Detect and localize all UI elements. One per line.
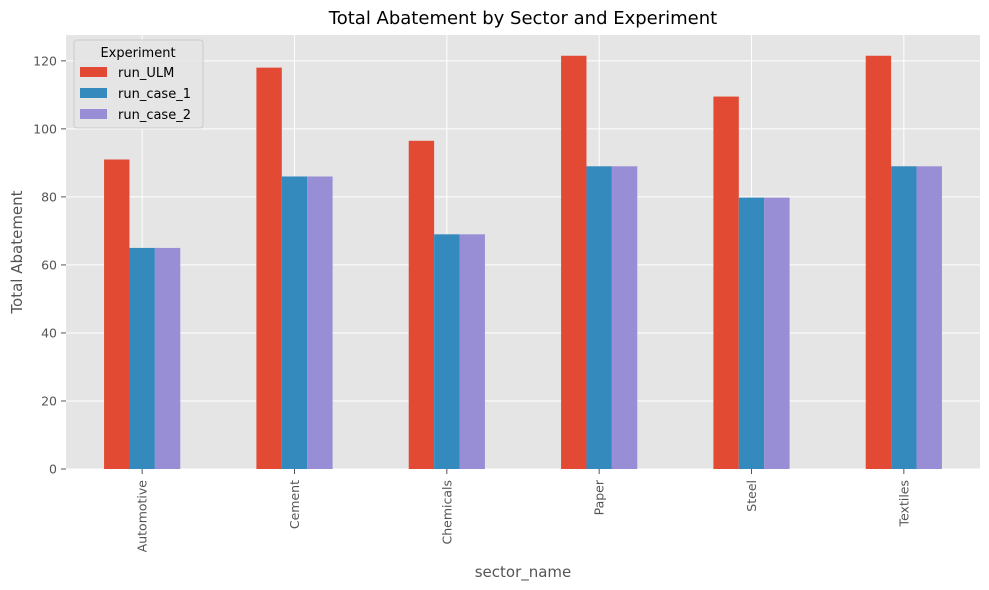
bar-run-case-1-chemicals (434, 234, 460, 469)
legend-swatch-run-case-1 (80, 88, 107, 98)
y-axis-label: Total Abatement (8, 190, 26, 314)
legend-label-run-case-1: run_case_1 (118, 87, 191, 102)
plot-area (66, 35, 980, 469)
legend-title: Experiment (100, 46, 175, 61)
x-tick-label: Chemicals (439, 480, 454, 545)
bar-run-case-2-textiles (916, 166, 942, 470)
legend-swatch-run-case-2 (80, 109, 107, 119)
y-tick-label: 60 (41, 257, 57, 272)
legend-box (73, 39, 204, 129)
bar-run-case-2-automotive (154, 247, 181, 469)
x-tick-label: Paper (592, 479, 607, 515)
y-tick-label: 120 (33, 53, 57, 68)
y-tick-label: 40 (41, 325, 57, 340)
bar-run-case-2-steel (764, 197, 790, 469)
bars (104, 55, 942, 470)
x-tick-label: Textiles (896, 480, 911, 527)
y-tick-label: 20 (41, 393, 57, 408)
bar-run-ULM-paper (561, 55, 587, 469)
legend-swatch-run-ulm (80, 67, 107, 77)
axis-ticks: 0 20 40 60 80 100 120 Automotive Cement Chemicals… (33, 53, 911, 552)
legend-label-run-ulm: run_ULM (118, 66, 174, 81)
y-tick-label: 100 (33, 121, 57, 136)
bar-run-case-1-steel (738, 197, 765, 469)
bar-run-case-1-cement (281, 176, 308, 469)
legend-label-run-case-2: run_case_2 (118, 108, 191, 123)
bar-run-ULM-cement (256, 67, 282, 469)
bar-run-ULM-steel (713, 96, 739, 470)
x-tick-label: Cement (287, 480, 302, 529)
bar-run-case-1-textiles (891, 166, 917, 470)
bar-run-case-1-automotive (129, 247, 155, 469)
x-tick-label: Automotive (135, 480, 150, 553)
legend: Experiment run_ULM run_case_1 run_case_2 (73, 39, 204, 129)
bar-run-case-2-chemicals (459, 234, 485, 469)
y-tick-label: 80 (41, 189, 57, 204)
x-tick-label: Steel (744, 480, 759, 512)
x-axis-label: sector_name (475, 563, 572, 582)
bar-run-ULM-automotive (104, 159, 130, 469)
bar-run-case-2-cement (307, 176, 333, 469)
y-tick-label: 0 (49, 462, 57, 477)
bar-run-case-2-paper (611, 166, 638, 470)
chart-title: Total Abatement by Sector and Experiment (328, 8, 717, 29)
bar-run-case-1-paper (586, 166, 612, 470)
bar-run-ULM-textiles (865, 55, 892, 469)
bar-run-ULM-chemicals (408, 140, 435, 469)
